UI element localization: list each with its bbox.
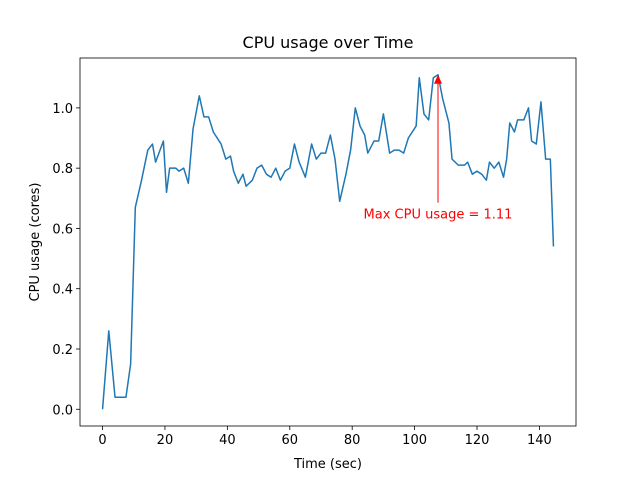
x-tick-label: 120 <box>465 433 490 448</box>
y-tick-label: 0.6 <box>52 222 73 237</box>
x-tick-label: 100 <box>402 433 427 448</box>
y-tick-label: 0.0 <box>52 403 73 418</box>
annotation: Max CPU usage = 1.11 <box>364 208 513 223</box>
y-tick-label: 1.0 <box>52 102 73 117</box>
y-tick-label: 0.8 <box>52 162 73 177</box>
chart-title: CPU usage over Time <box>243 33 414 52</box>
x-tick-label: 60 <box>282 433 299 448</box>
y-axis-label: CPU usage (cores) <box>28 183 43 302</box>
x-tick-label: 40 <box>219 433 236 448</box>
y-tick-label: 0.4 <box>52 283 73 298</box>
y-tick-label: 0.2 <box>52 343 73 358</box>
x-axis-label: Time (sec) <box>293 457 362 472</box>
x-tick-label: 140 <box>527 433 552 448</box>
x-tick-label: 80 <box>344 433 361 448</box>
annotation-arrowhead <box>433 74 442 84</box>
plot-frame <box>79 57 577 427</box>
x-tick-label: 20 <box>157 433 174 448</box>
data-line <box>101 73 555 410</box>
x-tick-label: 0 <box>98 433 106 448</box>
